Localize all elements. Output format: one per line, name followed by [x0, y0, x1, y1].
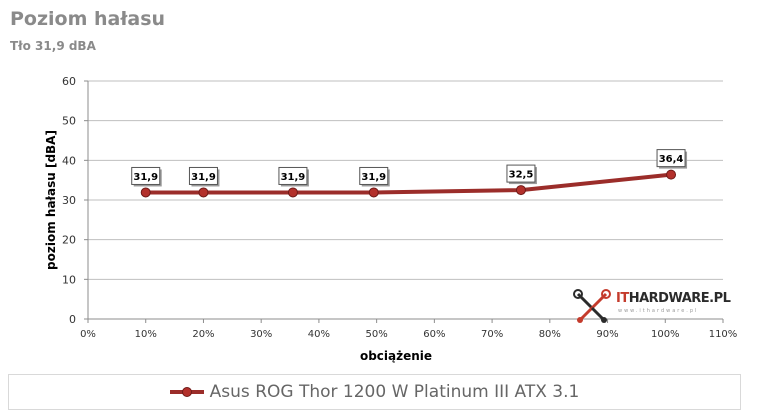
x-tick-label: 0%: [80, 329, 96, 340]
x-tick-label: 50%: [366, 329, 388, 340]
brand-logo-subtext: www.ithardware.pl: [618, 308, 699, 314]
chart-subtitle: Tło 31,9 dBA: [10, 39, 96, 53]
x-tick-label: 40%: [308, 329, 330, 340]
y-tick-label: 60: [62, 75, 76, 88]
line-chart: 0 10 20 30 40 50 60 0% 10% 20% 30% 40% 50% 60% 70% 80%…: [44, 75, 737, 363]
data-point: [368, 187, 379, 198]
x-tick-label: 90%: [596, 329, 618, 340]
y-tick-label: 20: [62, 234, 76, 247]
brand-logo-text: ITHARDWARE.PL: [616, 291, 731, 306]
axes: [84, 80, 724, 323]
series-group: [140, 169, 677, 198]
chart-title: Poziom hałasu: [10, 8, 166, 30]
data-labels: 31,9 31,9 31,9 31,9 32,5 36,4: [131, 149, 688, 187]
y-tick-label: 10: [62, 273, 76, 286]
data-label-box: [188, 166, 218, 185]
y-tick-labels: 0 10 20 30 40 50 60: [62, 75, 76, 326]
x-tick-labels: 0% 10% 20% 30% 40% 50% 60% 70% 80% 90% 100% 110%: [80, 329, 737, 340]
data-label: 31,9: [361, 172, 386, 183]
x-tick-label: 60%: [423, 329, 445, 340]
brand-mark-icon: [573, 289, 611, 323]
data-label-box: [656, 149, 686, 168]
legend: Asus ROG Thor 1200 W Platinum III ATX 3.…: [8, 374, 741, 410]
series-line: [145, 172, 672, 195]
data-point: [198, 187, 209, 198]
x-tick-label: 110%: [709, 329, 738, 340]
x-tick-label: 30%: [250, 329, 272, 340]
x-tick-label: 10%: [135, 329, 157, 340]
x-tick-label: 20%: [192, 329, 214, 340]
data-label: 32,5: [509, 170, 534, 181]
legend-swatch: [169, 387, 204, 397]
y-tick-label: 0: [69, 313, 76, 326]
data-label: 31,9: [191, 172, 216, 183]
y-axis-label: poziom hałasu [dBA]: [44, 130, 58, 270]
data-label-box: [131, 166, 161, 185]
legend-label: Asus ROG Thor 1200 W Platinum III ATX 3.…: [209, 382, 580, 402]
data-label: 36,4: [659, 154, 684, 165]
grid-lines: [88, 80, 723, 280]
data-label-box: [278, 166, 308, 185]
x-tick-label: 80%: [539, 329, 561, 340]
ithardware-logo: ITHARDWARE.PL www.ithardware.pl: [572, 288, 732, 324]
x-axis-label: obciążenie: [360, 349, 432, 363]
x-tick-label: 70%: [481, 329, 503, 340]
x-tick-label: 100%: [651, 329, 680, 340]
data-label: 31,9: [133, 172, 158, 183]
y-tick-label: 40: [62, 154, 76, 167]
data-label-box: [506, 164, 536, 183]
data-point: [515, 185, 526, 196]
y-tick-label: 30: [62, 194, 76, 207]
data-label: 31,9: [281, 172, 306, 183]
data-point: [666, 169, 677, 180]
data-point: [287, 187, 298, 198]
data-point: [140, 187, 151, 198]
data-label-box: [359, 166, 389, 185]
y-tick-label: 50: [62, 115, 76, 128]
